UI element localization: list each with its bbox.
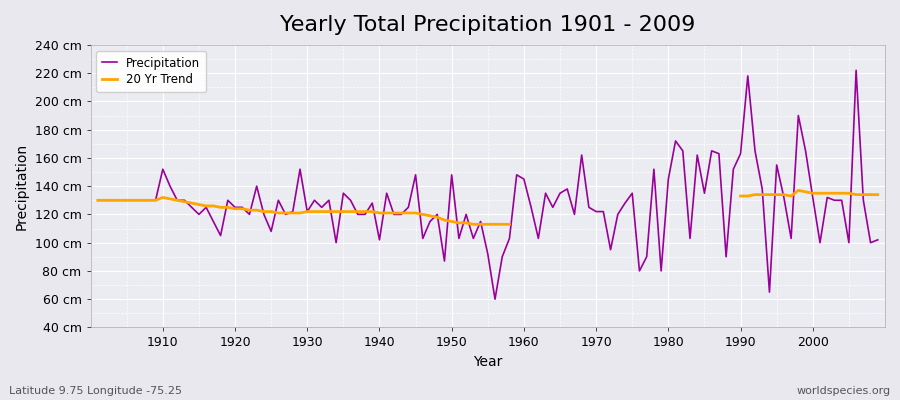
Precipitation <box>518 177 529 182</box>
20 Yr Trend <box>93 198 104 203</box>
20 Yr Trend <box>446 219 457 224</box>
20 Yr Trend <box>468 222 479 227</box>
Y-axis label: Precipitation: Precipitation <box>15 142 29 230</box>
20 Yr Trend <box>403 210 414 215</box>
Legend: Precipitation, 20 Yr Trend: Precipitation, 20 Yr Trend <box>96 51 206 92</box>
Precipitation <box>872 238 883 242</box>
20 Yr Trend <box>158 195 168 200</box>
Precipitation <box>150 198 161 203</box>
Text: Latitude 9.75 Longitude -75.25: Latitude 9.75 Longitude -75.25 <box>9 386 182 396</box>
Precipitation <box>93 198 104 203</box>
20 Yr Trend <box>201 204 212 208</box>
X-axis label: Year: Year <box>473 355 502 369</box>
20 Yr Trend <box>504 222 515 227</box>
Line: Precipitation: Precipitation <box>98 70 878 299</box>
Line: 20 Yr Trend: 20 Yr Trend <box>98 198 509 224</box>
Text: worldspecies.org: worldspecies.org <box>796 386 891 396</box>
20 Yr Trend <box>490 222 500 227</box>
Precipitation <box>309 198 320 203</box>
20 Yr Trend <box>374 210 385 215</box>
Title: Yearly Total Precipitation 1901 - 2009: Yearly Total Precipitation 1901 - 2009 <box>280 15 696 35</box>
20 Yr Trend <box>194 202 204 207</box>
Precipitation <box>526 205 536 210</box>
Precipitation <box>490 297 500 302</box>
Precipitation <box>353 212 364 217</box>
Precipitation <box>612 212 623 217</box>
Precipitation <box>850 68 861 73</box>
